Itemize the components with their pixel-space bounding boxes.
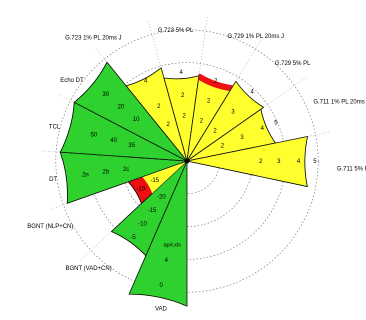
sector-tick-g-711-1-pl-20ms-j-0: 2: [221, 143, 225, 149]
sector-vad: [128, 160, 188, 307]
grid-spoke-6: [94, 47, 188, 162]
sector-tick-g-729-5-pl-0: 2: [213, 129, 217, 135]
grid-spoke-10: [186, 77, 307, 162]
category-label-echo-dt: Echo DT: [60, 78, 84, 84]
center-point: [184, 158, 190, 164]
sector-tick-g-723-1-pl-20ms-j-0: 2: [167, 122, 171, 128]
grid-spoke-8: [186, 16, 208, 162]
sector-bgnt-vad-cn: [110, 160, 188, 257]
grid-spoke-7: [147, 20, 188, 162]
sector-tick-bgnt-vad-cn-1: -10: [138, 222, 147, 228]
sector-tick-g-711-1-pl-20ms-j-2: 4: [261, 126, 265, 132]
category-label-g-723-5-pl: G.723 5% PL: [158, 28, 194, 34]
sector-tick-vad-0: 0: [159, 283, 163, 289]
sector-tick-bgnt-nlp-cn-1: -15: [150, 178, 159, 184]
sector-tick-g-729-5-pl-2: 4: [251, 89, 255, 95]
sector-tick-bgnt-nlp-cn-0: -10: [136, 187, 145, 193]
sector-tick-g-711-1-pl-20ms-j-3: 5: [274, 120, 278, 126]
sector-tick-bgnt-vad-cn-3: -20: [157, 195, 166, 201]
grid-spoke-3: [49, 160, 188, 210]
sector-tick-echo-dt-2: 10: [133, 117, 140, 123]
sector-tick-g-711-1-pl-20ms-j-1: 3: [240, 135, 244, 141]
grid-spoke-9: [186, 36, 264, 162]
sector-tick-g-711-5-pl-3: 5: [313, 159, 317, 165]
sector-tick-g-729-5-pl-1: 3: [231, 110, 235, 116]
sector-tick-g-711-5-pl-2: 4: [297, 159, 301, 165]
ring-tick-0: aprl.xls: [163, 242, 181, 248]
sector-tick-g-711-5-pl-1: 3: [277, 159, 281, 165]
category-label-bgnt-vad-cn: BGNT (VAD+CN): [65, 266, 111, 272]
sector-redband-g-729-1-pl-20ms-j: [198, 73, 234, 92]
category-label-tcl: TCL: [49, 125, 61, 131]
grid-spoke-2: [80, 160, 188, 261]
category-label-bgnt-nlp-cn: BGNT (NLP+CN): [27, 224, 73, 230]
grid-spoke-1: [128, 160, 188, 295]
grid-circle-3: [55, 29, 319, 293]
sector-tick-g-729-1-pl-20ms-j-0: 2: [200, 118, 204, 124]
sector-tick-vad-1: 4: [165, 258, 169, 264]
sector-tick-g-729-1-pl-20ms-j-2: 2: [214, 78, 218, 84]
sector-tick-g-723-1-pl-20ms-j-2: 4: [144, 78, 148, 84]
sector-tick-echo-dt-1: 20: [118, 105, 125, 111]
category-label-g-729-5-pl: G.729 5% PL: [275, 61, 311, 67]
category-label-g-729-1-pl-20ms-j: G.729 1% PL 20ms J: [228, 34, 284, 40]
grid-spoke-11: [186, 131, 331, 162]
category-label-vad: VAD: [155, 306, 168, 312]
category-label-dt: DT: [49, 177, 57, 183]
sector-inner-bgnt-nlp-cn: [142, 161, 187, 194]
sector-tick-echo-dt-0: 30: [102, 92, 109, 98]
sector-tick-bgnt-vad-cn-2: -15: [148, 208, 157, 214]
sector-tick-tcl-2: 35: [128, 143, 135, 149]
sector-tick-g-723-1-pl-20ms-j-1: 2: [157, 104, 161, 110]
category-label-g-711-5-pl: G.711 5% PL: [337, 166, 366, 172]
sector-tick-dt-1: 2b: [102, 170, 109, 176]
grid-spoke-5: [57, 93, 188, 162]
grid-spoke-4: [41, 150, 188, 162]
sector-g-711-5-pl: [186, 135, 309, 188]
sector-tick-g-729-1-pl-20ms-j-1: 2: [207, 98, 211, 104]
sector-tick-g-723-5-pl-2: 4: [180, 70, 184, 76]
sector-tick-g-723-5-pl-1: 2: [181, 93, 185, 99]
sector-tick-bgnt-vad-cn-0: -5: [130, 235, 136, 241]
sector-tick-g-711-5-pl-0: 2: [259, 159, 263, 165]
sector-echo-dt: [73, 61, 188, 162]
sector-tick-dt-2: 2c: [123, 167, 129, 173]
sector-tick-tcl-0: 50: [91, 132, 98, 138]
sector-tick-dt-0: 2n: [82, 172, 89, 178]
category-label-g-711-1-pl-20ms-j: G.711 1% PL 20ms J: [313, 100, 366, 106]
category-label-g-723-1-pl-20ms-j: G.723 1% PL 20ms J: [65, 35, 121, 41]
sector-tick-tcl-1: 40: [110, 138, 117, 144]
sector-tick-g-723-5-pl-0: 2: [182, 114, 186, 120]
